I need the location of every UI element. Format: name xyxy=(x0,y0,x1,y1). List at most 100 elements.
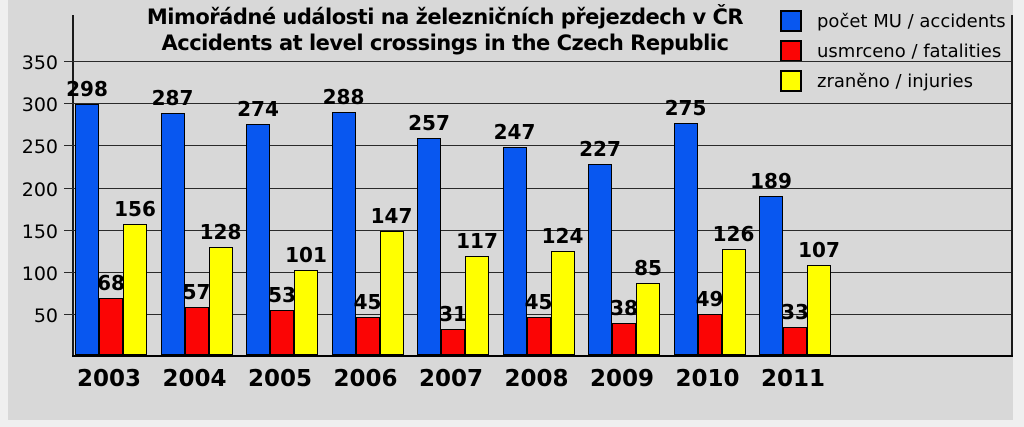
bar-value-2006-accidents: 288 xyxy=(322,85,365,109)
bar-value-2011-accidents: 189 xyxy=(750,169,792,193)
legend-swatch-fatalities xyxy=(780,40,802,62)
y-tick-150 xyxy=(64,229,74,231)
bar-group-2005: 274 53 101 xyxy=(237,15,327,355)
bar-value-2008-fatalities: 45 xyxy=(524,290,553,314)
bar-value-2004-accidents: 287 xyxy=(151,86,194,110)
bar-injuries-2009 xyxy=(636,283,660,355)
bar-accidents-2004 xyxy=(160,113,185,355)
bar-injuries-2010 xyxy=(721,249,746,355)
bar-accidents-2010 xyxy=(673,123,698,355)
bar-group-2008: 247 45 124 xyxy=(494,15,583,355)
bar-injuries-2006 xyxy=(379,231,404,355)
legend-swatch-accidents xyxy=(780,10,802,32)
bar-accidents-2008 xyxy=(502,147,527,355)
x-tick-label-2004: 2004 xyxy=(162,366,227,392)
bar-fatalities-2010 xyxy=(697,314,722,355)
bar-group-2011: 189 33 107 xyxy=(750,15,840,355)
bar-value-2004-fatalities: 57 xyxy=(182,280,211,304)
bar-accidents-2009 xyxy=(588,164,612,355)
legend-swatch-injuries xyxy=(780,70,802,92)
y-tick-label-200: 200 xyxy=(21,178,58,201)
bar-value-2011-fatalities: 33 xyxy=(781,300,809,324)
legend-label-accidents: počet MU / accidents xyxy=(817,10,1006,32)
bar-accidents-2007 xyxy=(417,138,441,355)
bar-value-2009-injuries: 85 xyxy=(634,256,662,280)
bar-accidents-2003 xyxy=(75,104,99,355)
bar-accidents-2011 xyxy=(759,196,783,355)
bar-fatalities-2003 xyxy=(99,298,123,355)
bar-value-2003-fatalities: 68 xyxy=(97,271,125,295)
bar-fatalities-2006 xyxy=(355,317,380,355)
bar-injuries-2011 xyxy=(807,265,831,355)
chart-title-line2: Accidents at level crossings in the Czec… xyxy=(161,31,729,55)
y-tick-label-300: 300 xyxy=(21,94,58,117)
gridline-350 xyxy=(74,61,1011,63)
chart-title-line1: Mimořádné události na železničních přeje… xyxy=(146,5,744,29)
gridline-150 xyxy=(74,229,1011,231)
y-tick-350 xyxy=(64,61,74,63)
bar-accidents-2005 xyxy=(246,124,270,355)
legend-item-fatalities: usmrceno / fatalities xyxy=(780,36,1020,66)
bar-value-2009-fatalities: 38 xyxy=(610,296,638,320)
chart-title: Mimořádné události na železničních přeje… xyxy=(65,4,825,56)
bar-value-2006-injuries: 147 xyxy=(370,204,413,228)
bar-value-2008-accidents: 247 xyxy=(493,120,536,144)
bar-group-2009: 227 38 85 xyxy=(579,15,662,355)
bar-injuries-2007 xyxy=(465,256,489,355)
y-tick-300 xyxy=(64,103,74,105)
bar-group-2003: 298 68 156 xyxy=(66,15,156,355)
gridline-250 xyxy=(74,145,1011,147)
gridline-200 xyxy=(74,187,1011,189)
bar-value-2005-injuries: 101 xyxy=(285,243,327,267)
x-tick-label-2009: 2009 xyxy=(589,366,654,392)
bar-group-2004: 287 57 128 xyxy=(152,15,241,355)
y-tick-50 xyxy=(64,313,74,315)
legend: počet MU / accidents usmrceno / fataliti… xyxy=(780,6,1020,96)
bar-value-2009-accidents: 227 xyxy=(579,137,621,161)
plot-area: 50 100 150 200 250 300 350 298 68 156 287 57 128 274 5… xyxy=(22,15,1013,357)
bar-value-2005-accidents: 274 xyxy=(237,97,279,121)
bar-value-2010-accidents: 275 xyxy=(664,96,707,120)
bar-group-2010: 275 49 126 xyxy=(665,15,754,355)
legend-item-injuries: zraněno / injuries xyxy=(780,66,1020,96)
bar-value-2003-injuries: 156 xyxy=(114,197,156,221)
y-tick-100 xyxy=(64,271,74,273)
bar-value-2010-injuries: 126 xyxy=(712,222,755,246)
bar-fatalities-2005 xyxy=(270,310,294,355)
y-tick-label-50: 50 xyxy=(33,304,58,327)
legend-label-fatalities: usmrceno / fatalities xyxy=(817,40,1002,62)
gridline-300 xyxy=(74,103,1011,105)
bar-value-2008-injuries: 124 xyxy=(541,224,584,248)
x-tick-label-2007: 2007 xyxy=(418,366,483,392)
bar-value-2003-accidents: 298 xyxy=(66,77,108,101)
y-tick-label-250: 250 xyxy=(21,136,58,159)
x-tick-label-2003: 2003 xyxy=(76,366,141,392)
bar-group-2006: 288 45 147 xyxy=(323,15,412,355)
y-tick-label-350: 350 xyxy=(21,52,58,75)
bar-value-2011-injuries: 107 xyxy=(798,238,840,262)
bar-fatalities-2011 xyxy=(783,327,807,355)
x-tick-label-2006: 2006 xyxy=(333,366,398,392)
gridline-50 xyxy=(74,313,1011,315)
bar-injuries-2005 xyxy=(294,270,318,355)
bar-injuries-2003 xyxy=(123,224,147,355)
bar-value-2010-fatalities: 49 xyxy=(695,287,724,311)
bar-fatalities-2009 xyxy=(612,323,636,355)
gridline-100 xyxy=(74,271,1011,273)
x-axis-baseline xyxy=(72,355,1013,357)
x-tick-label-2005: 2005 xyxy=(247,366,312,392)
y-tick-label-150: 150 xyxy=(21,220,58,243)
bar-group-2007: 257 31 117 xyxy=(408,15,498,355)
y-tick-200 xyxy=(64,187,74,189)
x-tick-label-2011: 2011 xyxy=(760,366,825,392)
chart-panel: Mimořádné události na železničních přeje… xyxy=(8,0,1013,420)
legend-label-injuries: zraněno / injuries xyxy=(817,70,973,92)
bar-accidents-2006 xyxy=(331,112,356,355)
bar-injuries-2004 xyxy=(208,247,233,355)
bar-value-2004-injuries: 128 xyxy=(199,220,242,244)
x-tick-label-2010: 2010 xyxy=(675,366,740,392)
bar-value-2006-fatalities: 45 xyxy=(353,290,382,314)
legend-item-accidents: počet MU / accidents xyxy=(780,6,1020,36)
y-tick-250 xyxy=(64,145,74,147)
